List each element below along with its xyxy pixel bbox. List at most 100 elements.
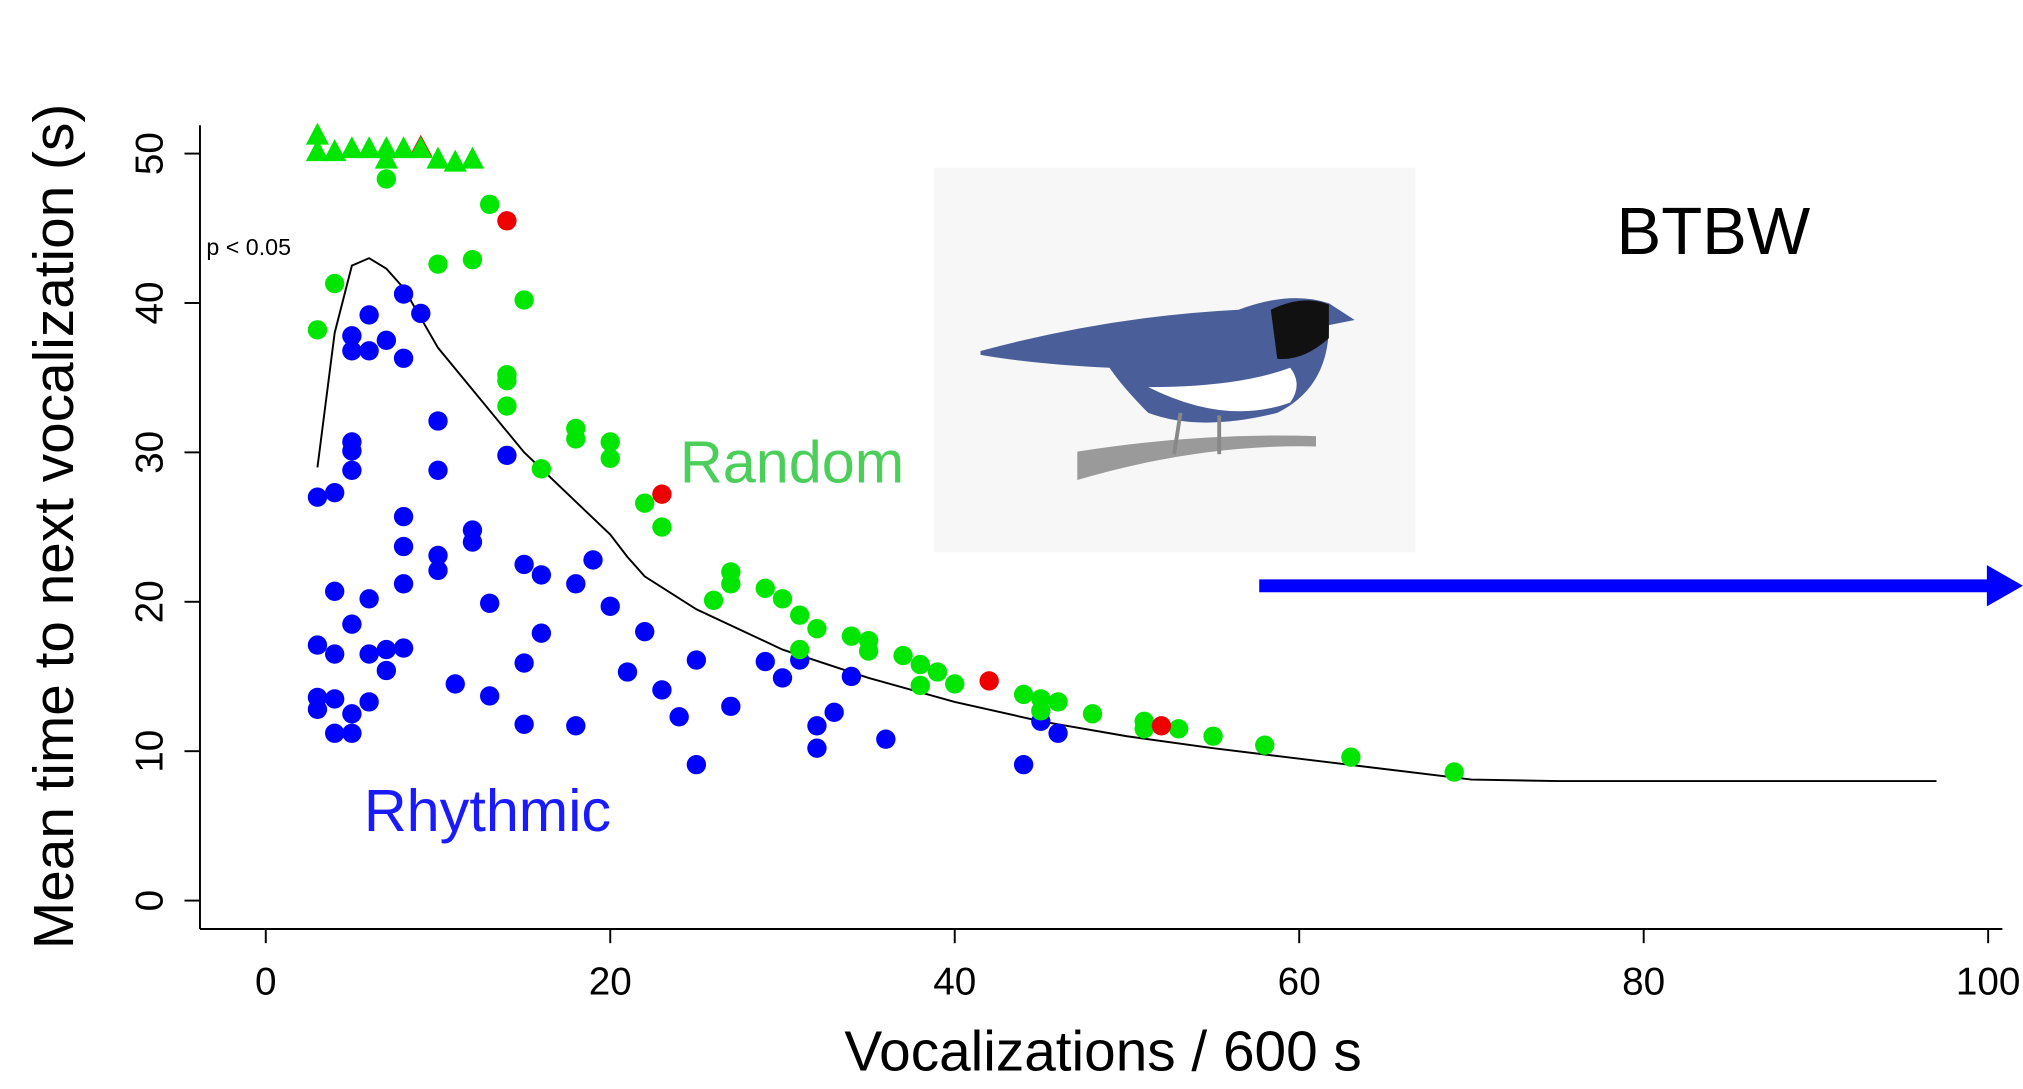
point — [1048, 692, 1068, 712]
point — [566, 716, 586, 736]
point — [324, 581, 345, 602]
point — [342, 326, 362, 346]
point — [359, 692, 379, 712]
point — [635, 493, 655, 513]
point — [393, 536, 414, 557]
point — [652, 484, 672, 504]
y-tick-label: 40 — [128, 281, 171, 324]
point — [531, 459, 552, 479]
point — [772, 668, 793, 688]
point — [359, 589, 379, 609]
series-label: Rhythmic — [364, 777, 611, 844]
point — [721, 696, 741, 717]
triangle-point — [443, 149, 467, 172]
triangle-point — [426, 146, 450, 169]
point — [393, 506, 414, 527]
point — [462, 249, 483, 270]
annotation: p < 0.05 — [206, 234, 291, 260]
point — [755, 578, 775, 599]
point — [497, 396, 517, 416]
point — [841, 666, 862, 687]
x-tick-label: 40 — [933, 961, 976, 1004]
point — [428, 560, 448, 581]
point — [480, 686, 500, 706]
point — [411, 303, 431, 324]
point — [807, 619, 827, 639]
point — [342, 614, 362, 634]
point — [721, 574, 741, 594]
point — [376, 330, 397, 351]
y-tick-label: 50 — [128, 132, 171, 175]
point — [945, 674, 965, 694]
point — [686, 754, 707, 775]
point — [772, 589, 793, 609]
point — [617, 662, 638, 682]
point — [1341, 747, 1361, 767]
point — [1203, 726, 1223, 746]
point — [342, 704, 362, 724]
triangle-point — [409, 136, 433, 159]
point — [393, 638, 414, 658]
point — [376, 169, 397, 189]
point — [531, 623, 552, 643]
point — [1255, 735, 1275, 755]
bird-illustration — [934, 167, 1416, 553]
point — [307, 320, 328, 340]
point — [583, 550, 603, 570]
point — [497, 445, 517, 466]
point — [566, 574, 586, 594]
triangle-point — [374, 146, 398, 169]
point — [600, 432, 620, 452]
point — [1048, 723, 1068, 743]
triangle-point — [460, 146, 485, 169]
point — [393, 284, 414, 304]
point — [428, 254, 448, 274]
point — [445, 674, 465, 694]
point — [1013, 684, 1034, 705]
triangle-point — [357, 136, 381, 159]
point — [324, 689, 345, 709]
point — [824, 702, 844, 723]
point — [324, 273, 345, 294]
point — [307, 487, 328, 507]
point — [324, 723, 345, 743]
x-axis-title: Vocalizations / 600 s — [844, 1020, 1361, 1083]
point — [858, 641, 879, 661]
point — [566, 429, 586, 449]
point — [1168, 719, 1189, 739]
triangle-point — [305, 139, 330, 162]
point — [910, 675, 930, 696]
point — [979, 671, 999, 691]
point — [807, 738, 827, 758]
point — [514, 653, 534, 673]
y-tick-label: 30 — [128, 431, 171, 474]
x-tick-label: 0 — [255, 961, 277, 1004]
point — [635, 621, 655, 642]
point — [893, 645, 913, 666]
point — [1151, 716, 1172, 736]
triangle-point — [340, 136, 364, 159]
x-tick-label: 100 — [1956, 961, 2021, 1004]
point — [652, 517, 672, 537]
point — [376, 660, 397, 681]
fit-curve — [316, 257, 1937, 783]
point — [376, 639, 397, 660]
point — [359, 341, 379, 361]
x-tick-label: 20 — [589, 961, 632, 1004]
point — [807, 716, 827, 736]
triangle-point — [323, 139, 347, 162]
x-tick-label: 60 — [1278, 961, 1321, 1004]
y-axis-title: Mean time to next vocalization (s) — [23, 104, 86, 949]
x-tick-label: 80 — [1622, 961, 1665, 1004]
point — [1031, 701, 1051, 721]
point — [359, 305, 379, 325]
point — [686, 650, 707, 670]
point — [1444, 762, 1464, 782]
point — [497, 211, 517, 231]
point — [514, 290, 534, 310]
point — [324, 644, 345, 664]
point — [531, 565, 552, 585]
point — [790, 605, 810, 625]
point — [600, 596, 620, 616]
point — [324, 483, 345, 503]
